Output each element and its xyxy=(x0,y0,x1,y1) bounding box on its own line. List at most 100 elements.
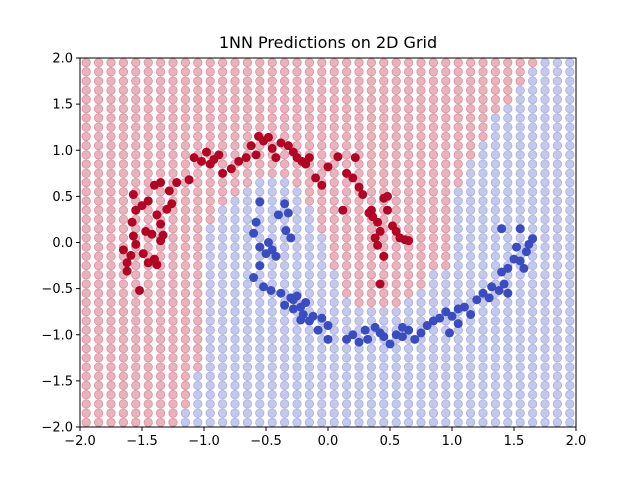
grid-point xyxy=(230,104,240,114)
grid-point xyxy=(552,390,563,400)
grid-point xyxy=(230,334,240,345)
grid-point xyxy=(565,288,575,298)
grid-point xyxy=(131,122,141,132)
grid-point xyxy=(478,205,488,215)
plot-area xyxy=(81,58,575,427)
grid-point xyxy=(441,122,451,132)
grid-point xyxy=(230,371,240,381)
grid-point xyxy=(565,270,575,280)
data-point xyxy=(466,309,476,319)
grid-point xyxy=(168,67,178,77)
grid-point xyxy=(267,214,277,225)
grid-point xyxy=(366,67,377,77)
grid-point xyxy=(478,233,488,243)
grid-point xyxy=(106,187,116,197)
grid-point xyxy=(441,205,451,215)
grid-point xyxy=(354,288,364,298)
grid-point xyxy=(230,325,240,335)
grid-point xyxy=(465,223,476,234)
x-tick-label: 2.0 xyxy=(566,434,587,449)
grid-point xyxy=(118,205,129,215)
grid-point xyxy=(403,140,414,151)
grid-point xyxy=(193,306,203,317)
grid-point xyxy=(428,214,439,225)
grid-point xyxy=(329,214,339,225)
grid-point xyxy=(540,122,550,132)
grid-point xyxy=(540,270,550,280)
grid-point xyxy=(143,371,153,381)
grid-point xyxy=(143,306,153,317)
grid-point xyxy=(81,408,91,418)
grid-point xyxy=(490,122,501,132)
grid-point xyxy=(180,242,191,252)
grid-point xyxy=(81,288,91,298)
grid-point xyxy=(217,288,228,298)
grid-point xyxy=(391,131,401,142)
grid-point xyxy=(366,279,377,289)
data-point xyxy=(138,249,148,259)
grid-point xyxy=(428,223,439,234)
grid-point xyxy=(416,260,426,271)
grid-point xyxy=(403,297,414,308)
grid-point xyxy=(168,343,178,354)
grid-point xyxy=(106,205,116,215)
grid-point xyxy=(527,260,538,271)
grid-point xyxy=(416,94,426,105)
grid-point xyxy=(552,140,563,151)
grid-point xyxy=(341,159,352,169)
data-point xyxy=(218,168,228,178)
grid-point xyxy=(118,113,129,123)
grid-point xyxy=(267,408,277,418)
grid-point xyxy=(230,279,240,289)
grid-point xyxy=(292,104,302,114)
grid-point xyxy=(292,205,302,215)
grid-point xyxy=(341,362,352,372)
grid-point xyxy=(106,270,116,280)
grid-point xyxy=(503,58,513,68)
grid-point xyxy=(428,205,439,215)
grid-point xyxy=(81,205,91,215)
grid-point xyxy=(242,279,253,289)
grid-point xyxy=(329,131,339,142)
grid-point xyxy=(403,76,414,86)
grid-point xyxy=(341,140,352,151)
grid-point xyxy=(217,131,228,142)
grid-point xyxy=(379,417,389,427)
data-point xyxy=(251,150,261,160)
grid-point xyxy=(81,94,91,105)
data-point xyxy=(379,251,389,261)
grid-point xyxy=(540,390,550,400)
data-point xyxy=(484,293,494,303)
grid-point xyxy=(81,279,91,289)
grid-point xyxy=(317,104,327,114)
grid-point xyxy=(81,67,91,77)
grid-point xyxy=(155,122,166,132)
grid-point xyxy=(205,334,215,345)
grid-point xyxy=(428,288,439,298)
grid-point xyxy=(217,205,228,215)
grid-point xyxy=(453,223,463,234)
grid-point xyxy=(193,187,203,197)
grid-point xyxy=(242,306,253,317)
grid-point xyxy=(490,177,501,188)
data-point xyxy=(267,143,277,153)
grid-point xyxy=(329,177,339,188)
grid-point xyxy=(329,279,339,289)
grid-point xyxy=(465,94,476,105)
grid-point xyxy=(527,58,538,68)
grid-point xyxy=(118,362,129,372)
grid-point xyxy=(131,316,141,326)
grid-point xyxy=(180,196,191,206)
grid-point xyxy=(193,399,203,409)
grid-point xyxy=(478,94,488,105)
grid-point xyxy=(403,85,414,95)
grid-point xyxy=(304,362,315,372)
grid-point xyxy=(304,104,315,114)
grid-point xyxy=(441,417,451,427)
grid-point xyxy=(106,408,116,418)
grid-point xyxy=(106,343,116,354)
grid-point xyxy=(540,187,550,197)
grid-point xyxy=(217,58,228,68)
grid-point xyxy=(565,205,575,215)
grid-point xyxy=(552,58,563,68)
